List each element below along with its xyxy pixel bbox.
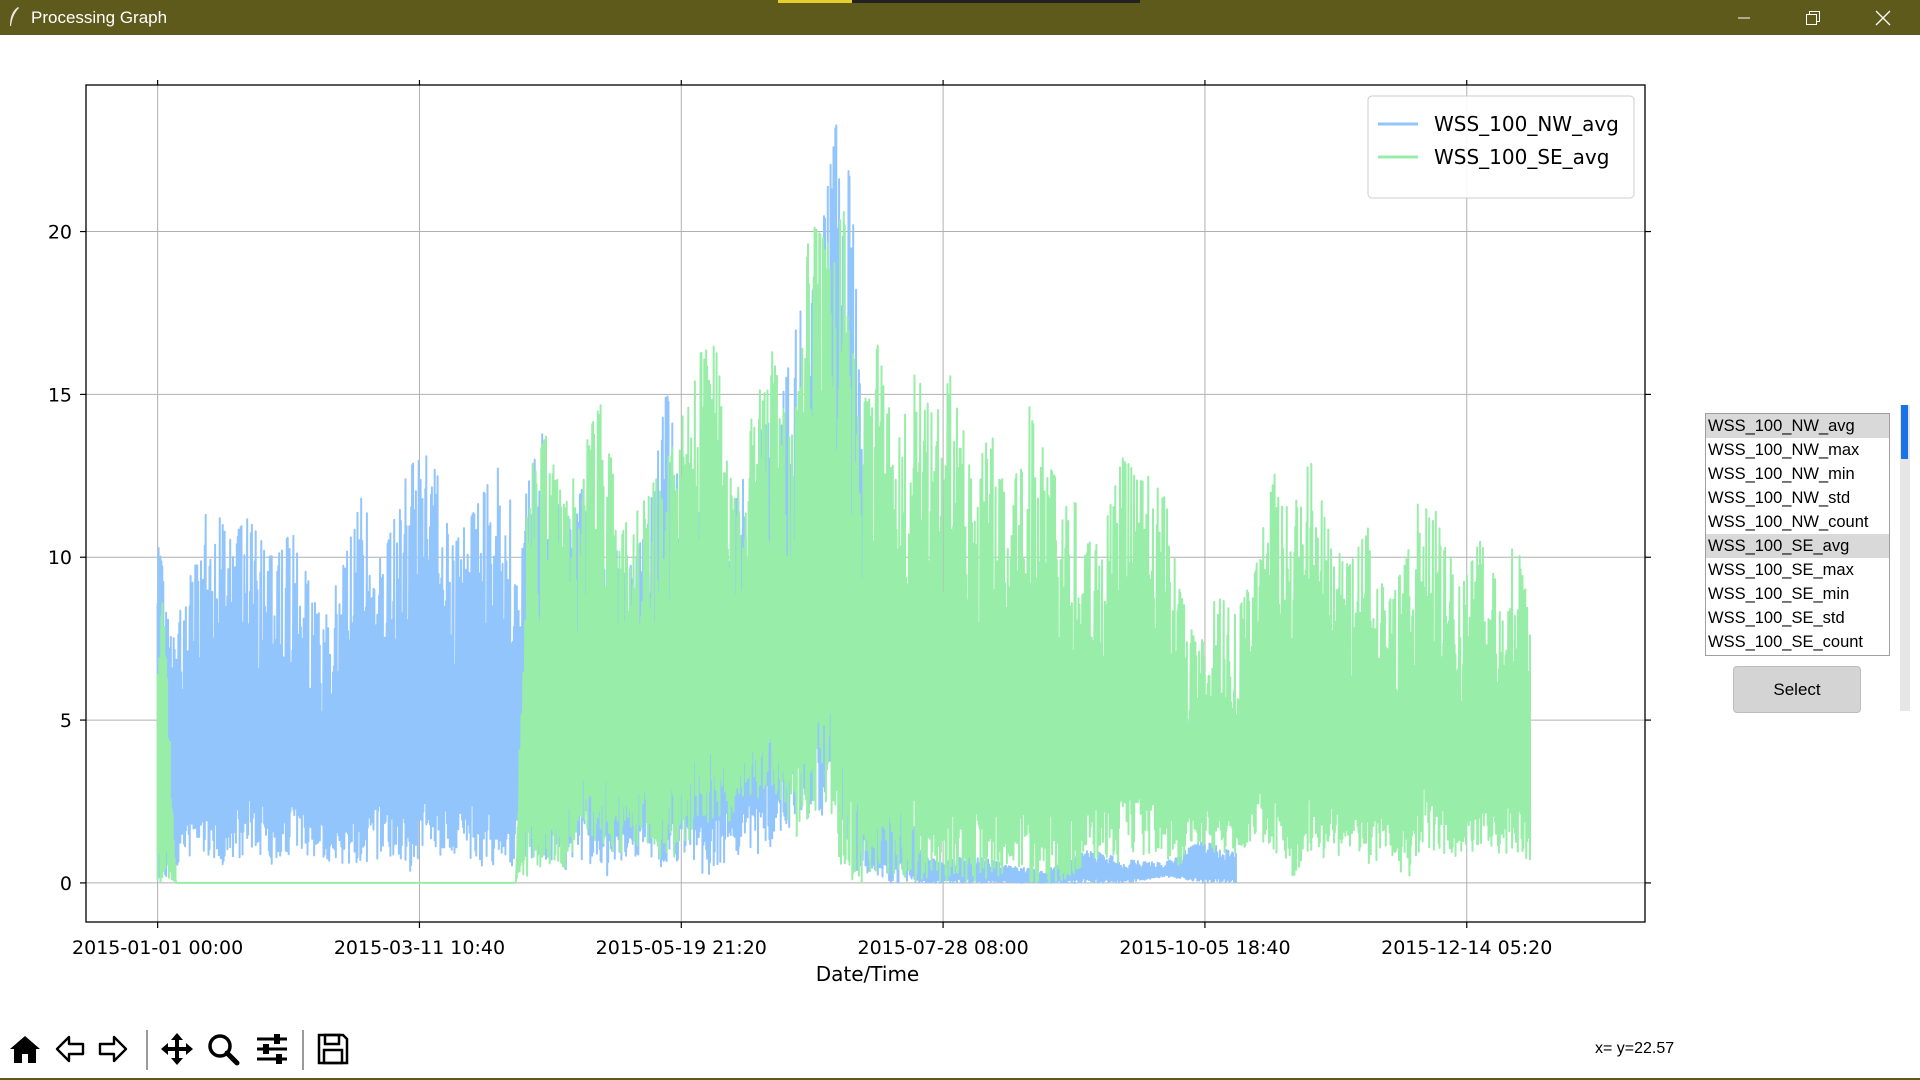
listbox-item[interactable]: WSS_100_SE_min bbox=[1708, 585, 1850, 603]
x-tick-label: 2015-05-19 21:20 bbox=[596, 937, 767, 959]
close-icon bbox=[1875, 10, 1891, 25]
minimize-icon bbox=[1738, 17, 1750, 18]
listbox-item[interactable]: WSS_100_NW_min bbox=[1708, 465, 1855, 483]
listbox-item[interactable]: WSS_100_NW_std bbox=[1708, 489, 1851, 507]
listbox-item[interactable]: WSS_100_SE_std bbox=[1708, 609, 1845, 627]
save-button[interactable] bbox=[312, 1026, 354, 1072]
toolbar-separator bbox=[302, 1030, 304, 1070]
chart-series bbox=[156, 124, 1531, 884]
x-tick-label: 2015-03-11 10:40 bbox=[334, 937, 505, 959]
x-tick-label: 2015-01-01 00:00 bbox=[72, 937, 243, 959]
axis-ticks: 2015-01-01 00:00 2015-03-11 10:40 2015-05-… bbox=[48, 80, 1651, 959]
window-bottom-border bbox=[0, 1078, 1920, 1080]
restore-button[interactable] bbox=[1778, 0, 1848, 35]
y-tick-label: 10 bbox=[48, 547, 72, 569]
back-button[interactable] bbox=[49, 1026, 91, 1072]
save-disk-icon bbox=[317, 1033, 349, 1065]
window-title: Processing Graph bbox=[31, 8, 168, 27]
home-button[interactable] bbox=[4, 1026, 46, 1072]
home-icon bbox=[10, 1036, 40, 1063]
zoom-button[interactable] bbox=[202, 1026, 244, 1072]
series-line-WSS_100_SE_avg bbox=[156, 211, 1531, 884]
forward-button[interactable] bbox=[92, 1026, 134, 1072]
x-tick-label: 2015-07-28 08:00 bbox=[857, 937, 1028, 959]
cursor-coordinates: x= y=22.57 bbox=[1595, 1040, 1675, 1057]
back-arrow-icon bbox=[55, 1035, 85, 1063]
listbox-item[interactable]: WSS_100_SE_max bbox=[1708, 561, 1854, 579]
x-tick-label: 2015-10-05 18:40 bbox=[1119, 937, 1290, 959]
listbox-scrollbar[interactable] bbox=[1900, 405, 1910, 711]
y-tick-label: 20 bbox=[48, 222, 72, 244]
legend-label: WSS_100_NW_avg bbox=[1434, 112, 1619, 136]
pan-move-icon bbox=[161, 1033, 193, 1065]
listbox-item[interactable]: WSS_100_NW_max bbox=[1708, 441, 1860, 459]
close-button[interactable] bbox=[1848, 0, 1918, 35]
select-button[interactable]: Select bbox=[1733, 666, 1861, 713]
title-dark-strip bbox=[852, 0, 1140, 3]
y-tick-label: 5 bbox=[60, 710, 72, 732]
chart-legend: WSS_100_NW_avg WSS_100_SE_avg bbox=[1367, 95, 1635, 199]
figure-canvas[interactable]: 2015-01-01 00:00 2015-03-11 10:40 2015-05-… bbox=[0, 35, 1920, 1035]
listbox-item[interactable]: WSS_100_NW_count bbox=[1708, 513, 1869, 531]
y-tick-label: 0 bbox=[60, 873, 72, 895]
title-accent-strip bbox=[778, 0, 852, 3]
legend-box bbox=[1367, 95, 1635, 199]
scrollbar-thumb[interactable] bbox=[1901, 405, 1908, 459]
configure-subplots-icon bbox=[257, 1034, 287, 1064]
restore-icon bbox=[1806, 10, 1820, 25]
line-chart[interactable]: 2015-01-01 00:00 2015-03-11 10:40 2015-05-… bbox=[0, 35, 1920, 1035]
feather-app-icon bbox=[10, 7, 19, 26]
listbox-item[interactable]: WSS_100_SE_count bbox=[1708, 633, 1864, 651]
x-axis-label: Date/Time bbox=[816, 962, 920, 986]
legend-label: WSS_100_SE_avg bbox=[1434, 145, 1609, 169]
plot-frame bbox=[85, 84, 1646, 923]
minimize-button[interactable] bbox=[1709, 0, 1779, 35]
forward-arrow-icon bbox=[98, 1035, 128, 1063]
y-tick-label: 15 bbox=[48, 384, 72, 406]
toolbar-separator bbox=[146, 1030, 148, 1070]
navigation-toolbar bbox=[0, 1020, 400, 1076]
series-listbox[interactable]: WSS_100_NW_avg WSS_100_NW_max WSS_100_NW_m… bbox=[1705, 413, 1890, 656]
zoom-magnifier-icon bbox=[208, 1034, 240, 1066]
pan-button[interactable] bbox=[156, 1026, 198, 1072]
x-tick-label: 2015-12-14 05:20 bbox=[1381, 937, 1552, 959]
listbox-item[interactable]: WSS_100_NW_avg bbox=[1706, 414, 1889, 438]
window-title-bar: Processing Graph bbox=[0, 0, 1920, 35]
listbox-item[interactable]: WSS_100_SE_avg bbox=[1706, 534, 1889, 558]
configure-subplots-button[interactable] bbox=[251, 1026, 293, 1072]
